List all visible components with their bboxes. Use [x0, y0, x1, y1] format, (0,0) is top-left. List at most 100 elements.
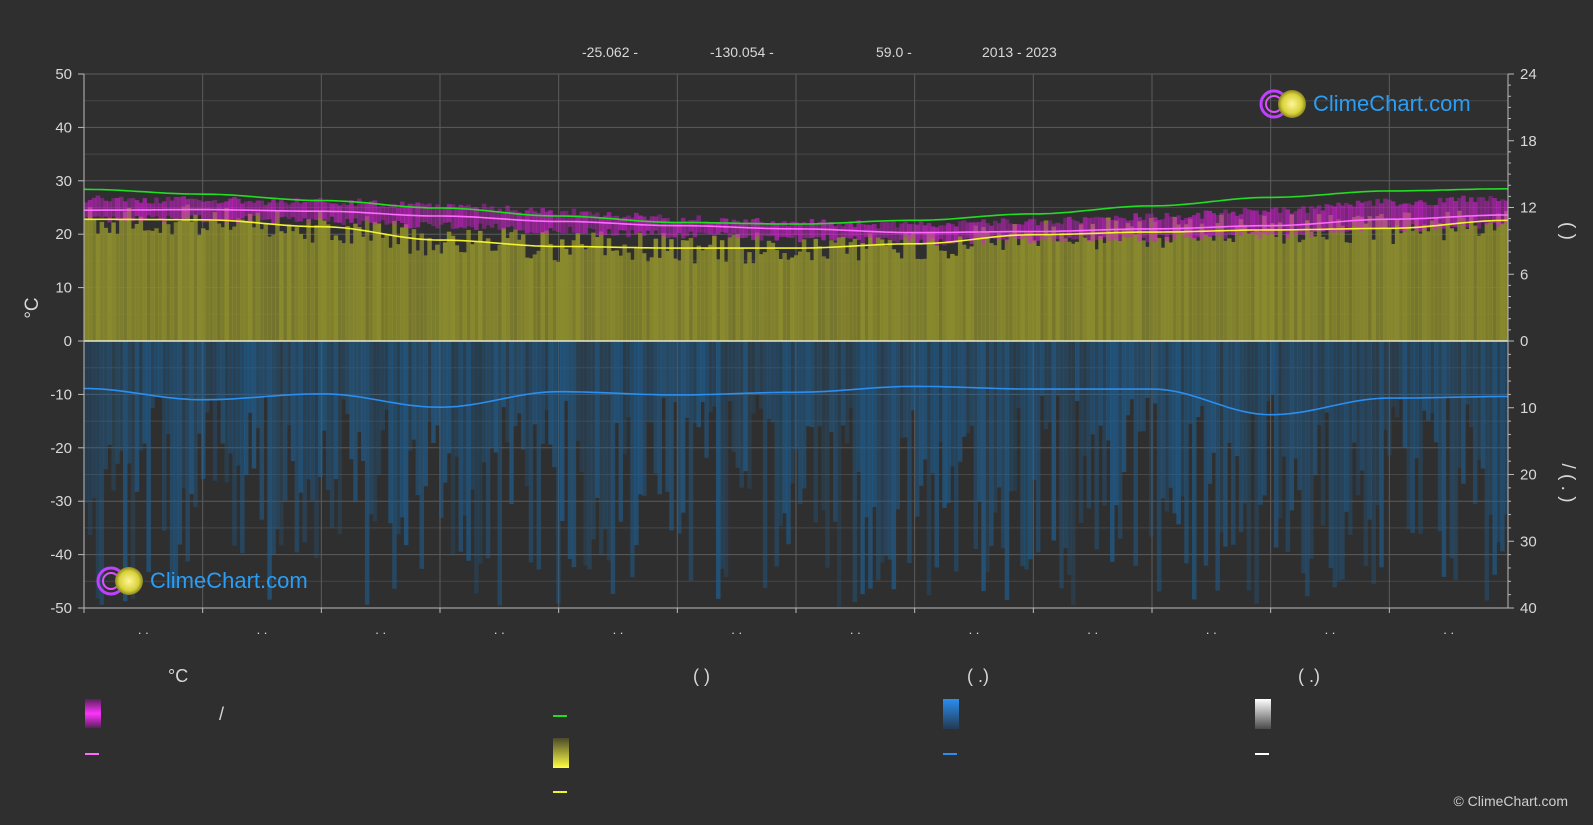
left-tick-label: -50 [50, 600, 72, 617]
precip-bar [1149, 341, 1154, 537]
sunshine-bar [1008, 233, 1014, 341]
sunshine-bar [1305, 220, 1310, 341]
sunshine-bar [427, 237, 432, 341]
temp-range-bar [1258, 214, 1263, 239]
temp-range-bar [1223, 209, 1228, 239]
temp-range-bar [181, 196, 187, 221]
sunshine-bar [700, 250, 705, 341]
area-fills [84, 195, 1508, 607]
temp-range-bar [1492, 197, 1497, 224]
temp-range-bar [1453, 201, 1458, 228]
temp-range-bar [1195, 212, 1201, 238]
sunshine-bar [669, 239, 674, 341]
precip-bar [1301, 341, 1306, 574]
temp-range-bar [556, 215, 561, 233]
sunshine-bar [544, 230, 549, 341]
temp-range-bar [1390, 201, 1396, 229]
sunshine-bar [181, 206, 187, 341]
logo-top-right[interactable]: ClimeChart.com [1258, 88, 1471, 125]
precip-bar [653, 341, 659, 474]
sunshine-bar [1254, 230, 1259, 341]
sunshine-bar [99, 221, 105, 341]
precip-bar [622, 341, 627, 455]
temp-range-bar [657, 214, 663, 235]
temp-range-bar [778, 222, 783, 238]
temp-range-bar [1067, 216, 1072, 238]
temp-range-bar [1496, 201, 1501, 227]
sunshine-bar [1238, 219, 1244, 341]
precip-bar [329, 341, 335, 528]
precip-bar [481, 341, 487, 463]
precip-bar [797, 341, 803, 504]
sunshine-bar [388, 247, 393, 341]
temp-range-bar [1071, 219, 1076, 240]
temp-range-bar [891, 220, 897, 242]
sunshine-bar [872, 243, 877, 341]
precip-bar [1078, 341, 1084, 523]
sunshine-bar [774, 250, 780, 341]
precip-bar [1141, 341, 1146, 432]
temp-range-bar [1320, 210, 1326, 232]
precip-bar [762, 341, 768, 589]
precip-bar [419, 341, 425, 569]
precip-bar [1375, 341, 1380, 506]
temp-range-bar [544, 211, 549, 234]
precip-bar [407, 341, 413, 451]
temp-range-bar [275, 202, 280, 221]
temp-range-bar [1293, 211, 1298, 236]
sunshine-bar [197, 235, 202, 341]
precip-bar [1270, 341, 1275, 395]
temp-range-bar [329, 203, 335, 217]
sunshine-bar [1004, 239, 1010, 341]
temp-range-bar [1047, 220, 1053, 238]
sunshine-bar [684, 240, 690, 341]
temp-range-bar [1207, 210, 1213, 237]
x-tick-label: . . [494, 622, 505, 637]
temp-range-bar [1051, 223, 1057, 242]
precip-bar [478, 341, 483, 564]
sunshine-bar [138, 216, 144, 341]
temp-range-bar [641, 216, 647, 236]
left-tick-label: 40 [55, 119, 72, 136]
temp-range-bar [1242, 207, 1248, 232]
sunshine-bar [914, 258, 920, 341]
temp-range-bar [680, 217, 686, 239]
sunshine-bar [1449, 228, 1454, 341]
temp-range-bar [719, 218, 725, 233]
sunshine-bar [411, 229, 417, 341]
sunshine-bar [747, 252, 752, 341]
legend-sunshine-swatch [553, 738, 569, 768]
precip-bar [836, 341, 842, 607]
precip-bar [985, 341, 990, 572]
precip-bar [1410, 341, 1415, 533]
sunshine-bar [286, 224, 292, 341]
legend-snow-mean-line [1255, 753, 1269, 755]
sunshine-bar [1000, 249, 1006, 341]
sunshine-bar [1359, 216, 1365, 341]
temp-range-bar [813, 224, 819, 238]
logo-bottom-left[interactable]: ClimeChart.com [95, 565, 308, 602]
sunshine-bar [1071, 243, 1076, 341]
precip-bar [310, 341, 315, 501]
sunshine-bar [813, 238, 819, 341]
precip-bar [1476, 341, 1482, 460]
precip-bar [657, 341, 663, 495]
temp-range-bar [762, 223, 768, 236]
temp-range-bar [1465, 201, 1470, 228]
legend-snow-swatch [1255, 699, 1271, 729]
precip-bar [1035, 341, 1041, 553]
precip-bar [559, 341, 565, 522]
temp-range-bar [977, 221, 982, 240]
precip-bar [1281, 341, 1287, 457]
precip-bar [665, 341, 670, 492]
temp-range-bar [552, 214, 557, 231]
sunshine-bar [567, 254, 573, 341]
temp-range-bar [505, 205, 510, 228]
sunshine-bar [985, 231, 990, 341]
precip-bar [649, 341, 655, 423]
precip-bar [770, 341, 776, 423]
precip-bar [1125, 341, 1131, 416]
sunshine-bar [462, 252, 467, 341]
precip-bar [396, 341, 401, 535]
precip-bar [782, 341, 787, 514]
